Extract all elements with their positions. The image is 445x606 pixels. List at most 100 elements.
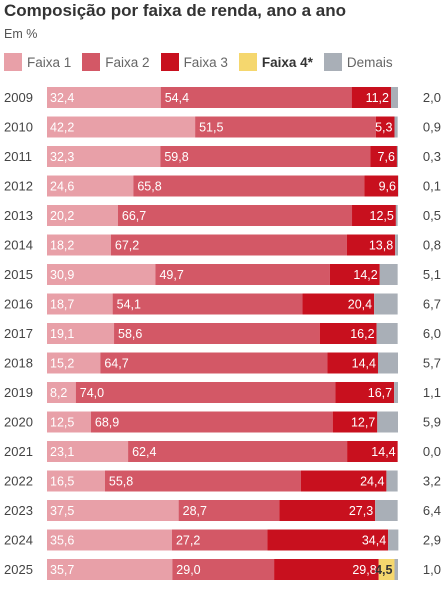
bar-segment	[377, 411, 398, 433]
year-label: 2024	[4, 533, 33, 548]
bar-segment	[75, 382, 336, 403]
year-label: 2010	[4, 120, 33, 135]
year-label: 2013	[4, 208, 33, 223]
data-label: 32,3	[50, 150, 74, 164]
data-label: 11,2	[366, 91, 389, 105]
bar-segment	[47, 264, 156, 285]
data-label: 6,7	[423, 297, 441, 312]
bar-segment	[47, 116, 196, 138]
data-label: 1,1	[423, 385, 441, 400]
year-label: 2009	[4, 90, 33, 105]
data-label: 32,4	[50, 91, 74, 105]
bar-segment	[375, 500, 398, 521]
data-label: 0,5	[423, 208, 441, 223]
bar-segment	[267, 529, 389, 551]
bar-segment	[374, 293, 398, 315]
bar-segment	[178, 500, 280, 521]
bar-segment	[160, 146, 371, 167]
data-label: 14,2	[353, 268, 377, 282]
data-label: 27,2	[176, 534, 200, 548]
data-label: 12,7	[351, 416, 375, 430]
bar-segment	[133, 175, 365, 197]
data-label: 68,9	[95, 416, 119, 430]
data-label: 35,7	[50, 563, 74, 577]
bar-segment	[386, 470, 398, 492]
bar-segment	[396, 146, 398, 167]
data-label: 28,7	[183, 504, 207, 518]
legend-swatch	[82, 53, 101, 71]
data-label: 27,3	[349, 504, 373, 518]
year-label: 2016	[4, 297, 33, 312]
legend-item: Faixa 3	[160, 53, 228, 71]
year-label: 2017	[4, 326, 33, 341]
bar-segment	[117, 205, 353, 226]
data-label: 5,1	[423, 267, 441, 282]
data-label: 20,2	[50, 209, 74, 223]
bar-segment	[104, 470, 301, 492]
data-label: 66,7	[122, 209, 146, 223]
data-label: 0,3	[423, 149, 441, 164]
bar-segment	[394, 382, 398, 403]
bar-segment	[351, 87, 391, 108]
data-label: 0,0	[423, 444, 441, 459]
data-label: 7,6	[378, 150, 395, 164]
data-label: 54,1	[117, 298, 141, 312]
legend-item: Faixa 1	[4, 53, 71, 71]
data-label: 62,4	[132, 445, 156, 459]
data-label: 49,7	[159, 268, 183, 282]
data-label: 1,0	[423, 562, 441, 577]
bar-segment	[100, 352, 328, 374]
bar-segment	[47, 382, 76, 403]
data-label: 0,8	[423, 238, 441, 253]
data-label: 13,8	[369, 239, 393, 253]
data-label: 4,5	[375, 563, 392, 577]
legend-swatch	[238, 53, 257, 71]
bar-segment	[128, 441, 348, 462]
data-label: 19,1	[50, 327, 74, 341]
bar-segment	[47, 559, 173, 580]
bar-segment	[319, 323, 377, 344]
data-label: 6,0	[423, 326, 441, 341]
bar-segment	[47, 205, 118, 226]
year-label: 2023	[4, 503, 33, 518]
bar-segment	[375, 116, 395, 138]
bar-segment	[346, 234, 396, 256]
data-label: 15,2	[50, 357, 74, 371]
data-label: 18,7	[50, 298, 74, 312]
data-label: 8,2	[50, 386, 67, 400]
year-label: 2014	[4, 238, 33, 253]
data-label: 5,9	[423, 415, 441, 430]
bar-segment	[390, 87, 398, 108]
data-label: 67,2	[115, 239, 139, 253]
legend-label: Faixa 3	[183, 54, 228, 70]
bar-segment	[47, 175, 134, 197]
bar-segment	[388, 529, 399, 551]
bar-segment	[47, 500, 179, 521]
data-label: 16,2	[350, 327, 374, 341]
data-label: 24,4	[360, 475, 384, 489]
legend-label: Faixa 2	[105, 54, 150, 70]
bar-segment	[329, 264, 380, 285]
data-label: 30,9	[50, 268, 74, 282]
bar-segment	[90, 411, 333, 433]
bar-segment	[47, 411, 91, 433]
data-label: 35,6	[50, 534, 74, 548]
year-label: 2020	[4, 415, 33, 430]
bar-segment	[377, 352, 398, 374]
data-label: 16,7	[368, 386, 392, 400]
legend-label: Demais	[346, 54, 393, 70]
bar-segment	[195, 116, 376, 138]
data-label: 42,2	[50, 121, 74, 135]
bar-segment	[335, 382, 395, 403]
data-label: 0,1	[423, 179, 441, 194]
bar-segment	[110, 234, 347, 256]
year-label: 2012	[4, 179, 33, 194]
data-label: 55,8	[109, 475, 133, 489]
data-label: 64,7	[104, 357, 128, 371]
legend-item: Faixa 2	[82, 53, 150, 71]
bar-segment	[347, 441, 398, 462]
bar-segment	[112, 293, 303, 315]
bar-segment	[394, 116, 398, 138]
bar-segment	[47, 352, 101, 374]
bar-segment	[352, 205, 396, 226]
